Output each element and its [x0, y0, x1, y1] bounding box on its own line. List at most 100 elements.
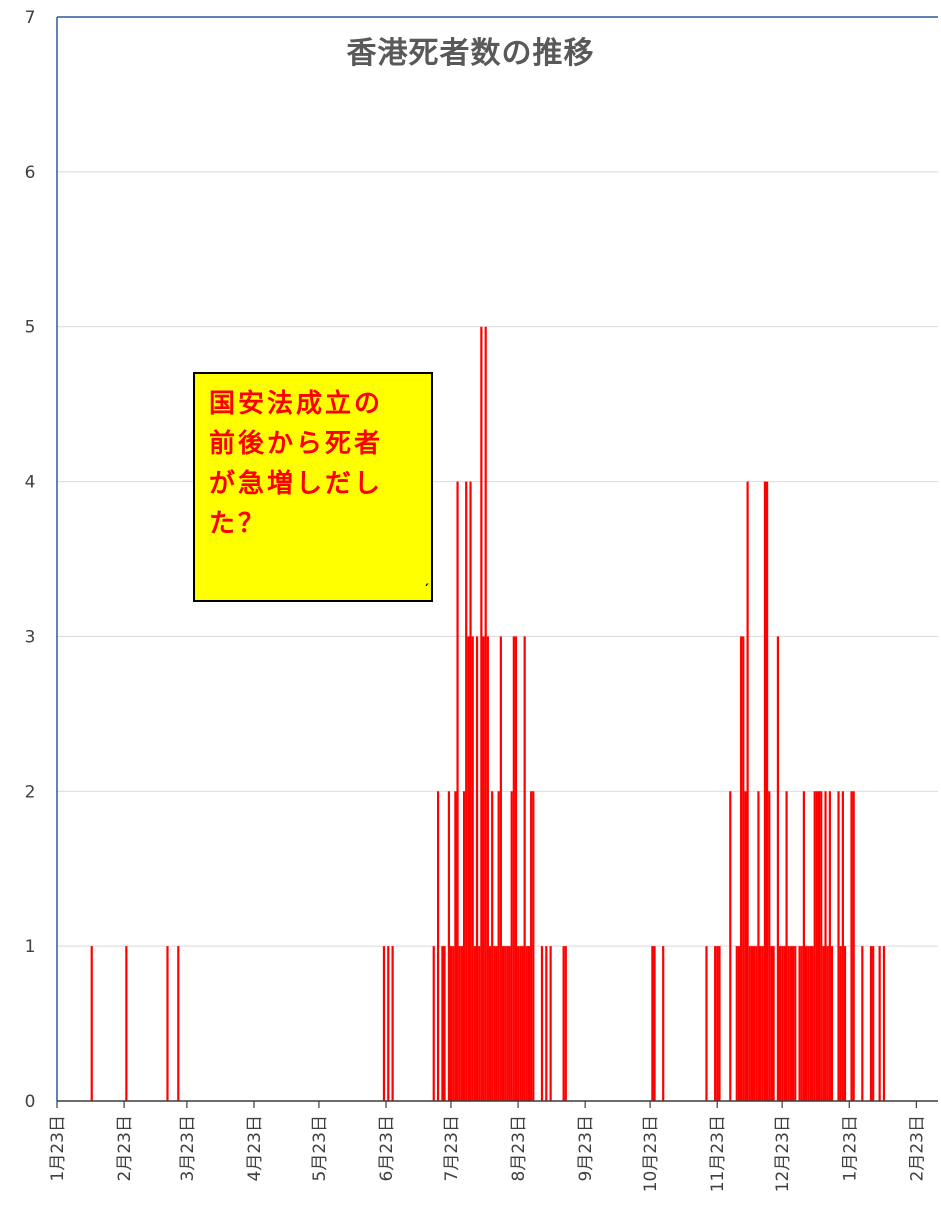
bar	[770, 946, 773, 1101]
y-tick-label: 7	[25, 8, 36, 28]
bar	[532, 791, 535, 1101]
bar	[549, 946, 552, 1101]
y-tick-label: 6	[25, 163, 36, 183]
bar	[486, 636, 489, 1101]
bar	[878, 946, 881, 1101]
bar	[781, 946, 784, 1101]
bar	[841, 791, 844, 1101]
bar	[753, 946, 756, 1101]
bar	[447, 791, 450, 1101]
bar	[484, 326, 487, 1101]
bar	[776, 636, 780, 1101]
bar	[742, 636, 745, 1101]
bar	[789, 946, 793, 1101]
bar	[458, 946, 461, 1101]
bar	[449, 946, 453, 1101]
bar	[744, 791, 747, 1101]
annotation-callout: 国安法成立の 前後から死者 が急増しだし た？ ′	[193, 372, 433, 602]
bar	[785, 791, 788, 1101]
bar	[506, 946, 509, 1101]
bar	[473, 946, 476, 1101]
bar	[514, 636, 518, 1101]
bar	[813, 791, 816, 1101]
bar	[768, 791, 771, 1101]
bar	[525, 946, 528, 1101]
bar	[545, 946, 548, 1101]
bar	[852, 791, 855, 1101]
bar	[815, 791, 818, 1101]
bar	[882, 946, 886, 1101]
bar	[869, 946, 873, 1101]
bar	[523, 636, 526, 1101]
bar	[562, 946, 565, 1101]
annotation-text: 国安法成立の 前後から死者 が急増しだし た？	[209, 389, 384, 539]
bar	[495, 946, 498, 1101]
bar	[482, 636, 485, 1101]
bar	[653, 946, 656, 1101]
bar	[497, 791, 500, 1101]
bar	[830, 946, 834, 1101]
x-tick-labels: 1月23日 2月23日 3月23日 4月23日 5月23日 6月23日 7月23日 8月23日…	[48, 1101, 927, 1192]
bar	[519, 946, 522, 1101]
x-tick-label: 2月23日	[907, 1115, 927, 1181]
bar	[828, 791, 831, 1101]
bar	[787, 946, 790, 1101]
bar	[778, 946, 782, 1101]
bar	[791, 946, 795, 1101]
x-tick-label: 4月23日	[245, 1115, 265, 1181]
bar	[90, 946, 93, 1101]
bar	[820, 791, 823, 1101]
bar	[794, 946, 797, 1101]
bar	[512, 636, 515, 1101]
bar	[839, 946, 842, 1101]
bar	[651, 946, 654, 1101]
bar	[705, 946, 708, 1101]
bar	[475, 636, 479, 1101]
bar	[454, 791, 457, 1101]
bar	[716, 946, 719, 1101]
x-tick-label: 8月23日	[509, 1115, 529, 1181]
bar	[460, 946, 463, 1101]
bar	[177, 946, 180, 1101]
bar-series	[90, 326, 886, 1102]
bar	[387, 946, 390, 1101]
bar	[735, 946, 738, 1101]
bar	[714, 946, 717, 1101]
bar	[465, 481, 468, 1102]
x-tick-label: 1月23日	[48, 1115, 68, 1181]
bar	[432, 946, 435, 1101]
annotation-resize-mark: ′	[425, 582, 429, 598]
gridlines	[57, 16, 938, 947]
bar	[861, 946, 864, 1101]
bar	[759, 946, 762, 1101]
bar	[501, 946, 505, 1101]
bar	[462, 791, 466, 1101]
bar	[125, 946, 128, 1101]
bar	[564, 946, 567, 1101]
y-tick-label: 2	[25, 782, 36, 802]
bar	[436, 791, 440, 1101]
x-tick-label: 2月23日	[115, 1115, 135, 1181]
bar	[521, 946, 524, 1101]
bar	[718, 946, 721, 1101]
bar	[804, 946, 808, 1101]
bar	[382, 946, 386, 1101]
bar	[166, 946, 169, 1101]
bar	[765, 481, 769, 1102]
bar	[443, 946, 446, 1101]
bar	[471, 636, 474, 1101]
bar	[441, 946, 444, 1101]
y-tick-label: 0	[25, 1092, 36, 1112]
chart-title: 香港死者数の推移	[346, 36, 595, 71]
bar	[737, 946, 741, 1101]
bar	[772, 946, 775, 1101]
y-tick-labels: 0 1 2 3 4 5 6 7	[25, 8, 36, 1112]
bar	[748, 946, 751, 1101]
bar	[504, 946, 507, 1101]
x-tick-label: 12月23日	[773, 1115, 793, 1192]
x-tick-label: 5月23日	[310, 1115, 330, 1181]
bar	[750, 946, 754, 1101]
bar	[740, 636, 743, 1101]
